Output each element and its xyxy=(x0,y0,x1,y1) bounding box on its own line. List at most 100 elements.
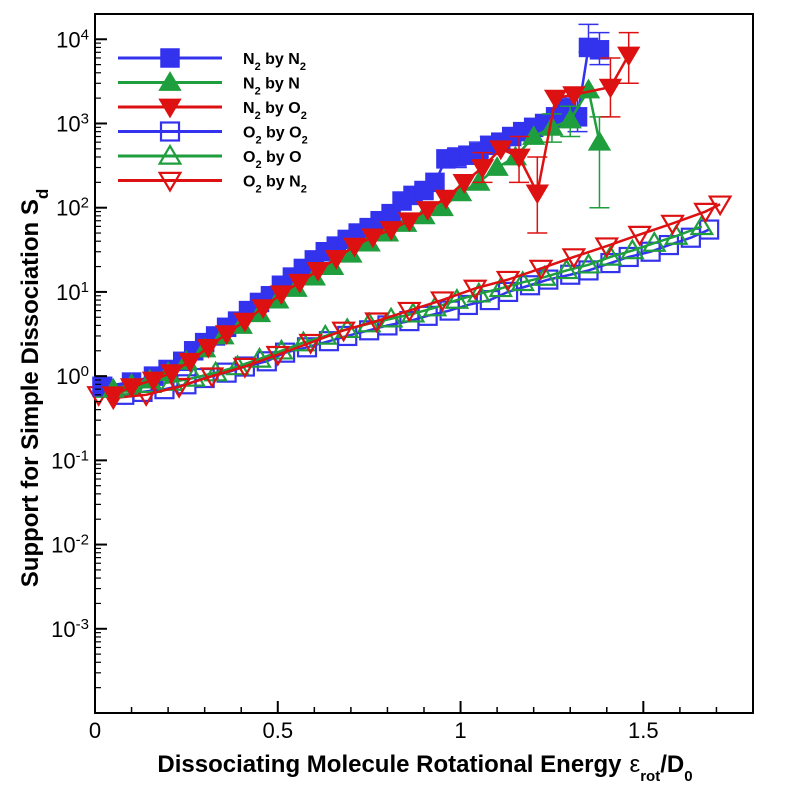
y-tick-base: 10 xyxy=(51,448,75,473)
y-tick-base: 10 xyxy=(56,111,80,136)
x-axis-symbol-sub: rot xyxy=(640,768,660,785)
y-tick-label: 103 xyxy=(56,110,89,137)
y-tick-base: 10 xyxy=(56,27,80,52)
legend-label-part: by xyxy=(262,125,290,142)
legend-label-part: O xyxy=(243,149,255,166)
legend-label-part: O xyxy=(289,125,301,142)
data-point xyxy=(397,212,422,233)
legend-label: N2 by N2 xyxy=(243,51,306,73)
data-point xyxy=(627,225,652,247)
data-point xyxy=(232,357,258,379)
data-point xyxy=(594,237,620,259)
data-point xyxy=(699,219,720,240)
data-point xyxy=(663,224,689,245)
legend-label: N2 by O2 xyxy=(243,100,307,122)
data-point xyxy=(617,46,641,67)
data-point xyxy=(689,214,715,236)
y-axis-title-sub: d xyxy=(33,189,52,199)
legend-entry: N2 by N2 xyxy=(118,48,306,73)
legend-marker xyxy=(160,48,180,68)
legend-label-sub: 2 xyxy=(300,61,306,73)
data-point xyxy=(489,140,513,161)
data-point xyxy=(528,259,554,281)
data-point xyxy=(485,156,509,176)
series-line xyxy=(98,203,721,400)
legend-marker xyxy=(157,143,183,165)
data-point xyxy=(587,130,612,151)
legend-label-part: N xyxy=(243,100,255,117)
legend-label: O2 by N2 xyxy=(243,174,307,196)
legend-marker xyxy=(158,98,182,119)
data-point xyxy=(452,173,476,194)
legend-label-sub: 2 xyxy=(302,135,308,147)
data-point xyxy=(160,364,184,385)
data-point xyxy=(540,115,564,136)
legend-label-sub: 2 xyxy=(255,61,261,73)
data-point xyxy=(379,221,403,241)
data-point xyxy=(510,270,535,292)
legend-entry: N2 by O2 xyxy=(118,98,307,122)
data-point xyxy=(166,377,192,399)
legend-label-part: by xyxy=(261,100,289,117)
data-point xyxy=(660,214,685,236)
data-point xyxy=(430,291,455,313)
legend-label: O2 by O xyxy=(243,149,302,171)
data-point xyxy=(397,301,422,323)
data-point xyxy=(415,201,440,221)
series-layer xyxy=(86,23,733,411)
data-point xyxy=(589,40,610,60)
data-point xyxy=(141,371,166,392)
y-tick-exponent: -1 xyxy=(76,447,89,464)
legend-label-part: O xyxy=(243,174,255,191)
x-axis-denominator: D xyxy=(667,751,684,778)
y-tick-label: 10-3 xyxy=(51,615,89,642)
data-point xyxy=(693,202,718,224)
data-point xyxy=(658,234,680,256)
legend-label-part: N xyxy=(289,174,301,191)
y-tick-exponent: 4 xyxy=(81,26,89,43)
y-tick-base: 10 xyxy=(56,280,80,305)
data-point xyxy=(467,170,491,191)
data-point xyxy=(466,281,492,303)
legend-label-sub: 2 xyxy=(255,110,261,122)
y-tick-base: 10 xyxy=(51,533,75,558)
data-point xyxy=(462,279,488,301)
y-tick-exponent: -2 xyxy=(76,531,89,548)
data-point xyxy=(562,86,586,107)
data-point xyxy=(306,262,330,282)
data-point xyxy=(101,386,125,407)
data-point xyxy=(507,148,531,169)
data-point xyxy=(251,299,275,320)
y-tick-label: 10-2 xyxy=(51,531,89,558)
y-axis-title-text: Support for Simple Dissociation S xyxy=(17,199,44,587)
data-point xyxy=(495,270,521,292)
data-point xyxy=(331,321,356,343)
legend-label-part: N xyxy=(243,51,255,68)
data-point xyxy=(642,231,667,252)
data-point xyxy=(233,312,257,333)
data-point xyxy=(620,238,645,260)
legend-label-part: O xyxy=(289,149,301,166)
data-point xyxy=(525,184,549,205)
legend-entry: O2 by O xyxy=(118,143,302,171)
data-point xyxy=(269,285,294,306)
series-n2-by-o2 xyxy=(101,31,641,407)
x-axis-symbol: ε xyxy=(630,751,641,778)
data-point xyxy=(425,172,445,193)
legend-label-sub: 2 xyxy=(255,184,261,196)
data-point xyxy=(707,195,733,217)
data-point xyxy=(342,237,367,258)
y-tick-exponent: 3 xyxy=(81,110,89,127)
legend-label: N2 by N xyxy=(243,76,300,98)
legend-label-part: by xyxy=(262,149,290,166)
legend-label-part: by xyxy=(262,174,290,191)
x-tick-label: 1 xyxy=(454,718,466,743)
data-point xyxy=(178,352,202,373)
legend-entry: O2 by O2 xyxy=(118,121,308,147)
data-point xyxy=(576,252,601,274)
data-point xyxy=(522,125,546,145)
x-tick-label: 0.5 xyxy=(262,718,293,743)
legend-marker xyxy=(159,121,181,142)
data-point xyxy=(196,338,220,359)
